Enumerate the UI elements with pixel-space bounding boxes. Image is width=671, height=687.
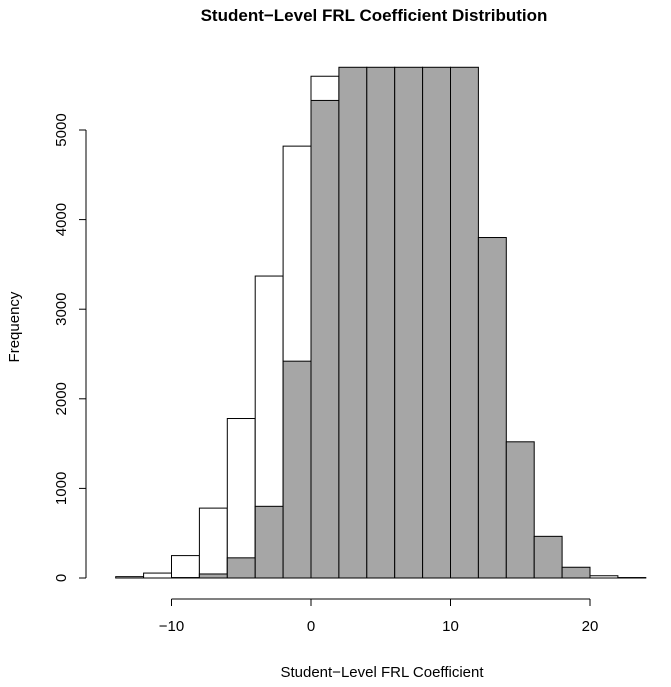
bar-filled-10 xyxy=(450,66,479,579)
x-tick-label: −10 xyxy=(159,618,184,635)
bar-filled-14 xyxy=(505,441,535,579)
y-tick-label: 4000 xyxy=(53,203,70,236)
bar-filled-12 xyxy=(477,237,507,579)
bar-outline--10 xyxy=(171,555,200,579)
bar-outline--8 xyxy=(198,507,228,579)
x-tick-label: 0 xyxy=(307,618,315,635)
bar-outline--6 xyxy=(226,418,256,579)
chart-title: Student−Level FRL Coefficient Distributi… xyxy=(201,6,548,25)
bar-outline--12 xyxy=(143,572,173,579)
x-axis-label: Student−Level FRL Coefficient xyxy=(280,664,484,681)
bar-filled-8 xyxy=(422,66,452,579)
bar-filled--2 xyxy=(282,360,312,579)
bar-filled--4 xyxy=(254,505,284,579)
bars-group xyxy=(115,66,647,579)
bar-filled--8 xyxy=(198,573,228,579)
y-tick-label: 3000 xyxy=(53,293,70,326)
y-tick-label: 2000 xyxy=(53,382,70,415)
y-tick-label: 0 xyxy=(53,574,70,582)
bar-outline-20 xyxy=(589,575,619,579)
bar-filled-0 xyxy=(310,99,340,579)
bar-filled-2 xyxy=(338,66,368,579)
x-tick-label: 20 xyxy=(582,618,599,635)
bar-filled-16 xyxy=(533,535,563,579)
bar-filled-4 xyxy=(366,66,396,579)
y-axis-label: Frequency xyxy=(6,291,23,362)
x-tick-label: 10 xyxy=(442,618,459,635)
x-axis: −10 0 10 20 xyxy=(159,598,599,635)
y-axis: 0 1000 2000 3000 4000 5000 xyxy=(53,113,87,582)
y-tick-label: 1000 xyxy=(53,472,70,505)
bar-filled--6 xyxy=(226,557,256,579)
bar-filled-6 xyxy=(394,66,424,579)
bar-filled-18 xyxy=(561,566,591,579)
y-tick-label: 5000 xyxy=(53,113,70,146)
bar-outline--14 xyxy=(115,576,145,579)
